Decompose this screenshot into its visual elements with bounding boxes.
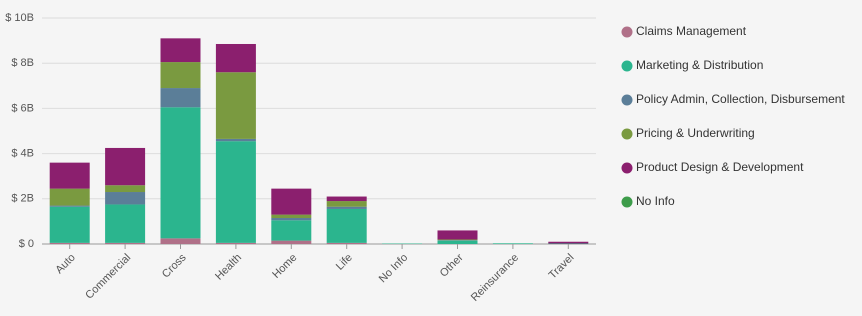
legend-marker	[621, 94, 633, 106]
y-tick-label: $ 8B	[11, 57, 34, 69]
x-tick-label: Life	[334, 252, 355, 273]
x-tick-label: Other	[438, 251, 466, 279]
bar-segment	[548, 241, 589, 244]
bar-segment	[326, 201, 367, 207]
x-tick-label: Health	[213, 252, 244, 283]
bar-segment	[271, 218, 312, 221]
legend-label: Marketing & Distribution	[636, 58, 763, 72]
bar-segment	[326, 206, 367, 209]
legend-marker	[621, 128, 633, 140]
legend-marker	[621, 26, 633, 38]
bar-segment	[271, 188, 312, 215]
y-tick-label: $ 10B	[5, 12, 34, 24]
bar-segment	[160, 62, 201, 89]
bar-segment	[492, 243, 533, 244]
bar-segment	[49, 188, 90, 206]
bar-segment	[160, 88, 201, 108]
bar-segment	[271, 240, 312, 244]
bar-segment	[105, 185, 146, 193]
bar-segment	[437, 239, 478, 241]
x-tick-label: Auto	[53, 252, 77, 276]
y-tick-label: $ 0	[19, 238, 34, 250]
legend-marker	[621, 196, 633, 208]
x-tick-label: Cross	[160, 251, 189, 280]
x-tick-label: No Info	[377, 252, 411, 286]
bar-segment	[160, 38, 201, 63]
y-tick-label: $ 2B	[11, 193, 34, 205]
bar-segment	[215, 141, 256, 243]
bar-segment	[215, 138, 256, 142]
bar-segment	[437, 230, 478, 240]
legend-label: Product Design & Development	[636, 160, 804, 174]
y-tick-label: $ 6B	[11, 102, 34, 114]
bar-segment	[326, 208, 367, 243]
bar-segment	[105, 192, 146, 205]
legend-label: Policy Admin, Collection, Disbursement	[636, 92, 845, 106]
bar-segment	[271, 214, 312, 219]
x-tick-label: Commercial	[83, 252, 133, 302]
bar-segment	[326, 196, 367, 202]
bar-segment	[160, 238, 201, 244]
bar-segment	[49, 205, 90, 207]
bar-segment	[160, 107, 201, 239]
bar-segment	[326, 242, 367, 244]
y-tick-label: $ 4B	[11, 148, 34, 160]
bar-segment	[49, 206, 90, 243]
legend-label: Claims Management	[636, 24, 747, 38]
x-tick-label: Home	[270, 252, 299, 281]
bar-segment	[437, 240, 478, 244]
legend-marker	[621, 162, 633, 174]
x-tick-label: Travel	[547, 252, 577, 282]
bar-segment	[105, 242, 146, 244]
legend-label: No Info	[636, 194, 675, 208]
bar-segment	[215, 43, 256, 73]
legend-label: Pricing & Underwriting	[636, 126, 755, 140]
bar-segment	[105, 147, 146, 186]
bar-segment	[215, 242, 256, 244]
bar-segment	[105, 204, 146, 243]
bar-segment	[49, 162, 90, 189]
legend-marker	[621, 60, 633, 72]
bar-segment	[215, 72, 256, 139]
x-tick-label: Reinsurance	[469, 252, 521, 304]
bar-segment	[271, 220, 312, 241]
bar-segment	[49, 242, 90, 244]
